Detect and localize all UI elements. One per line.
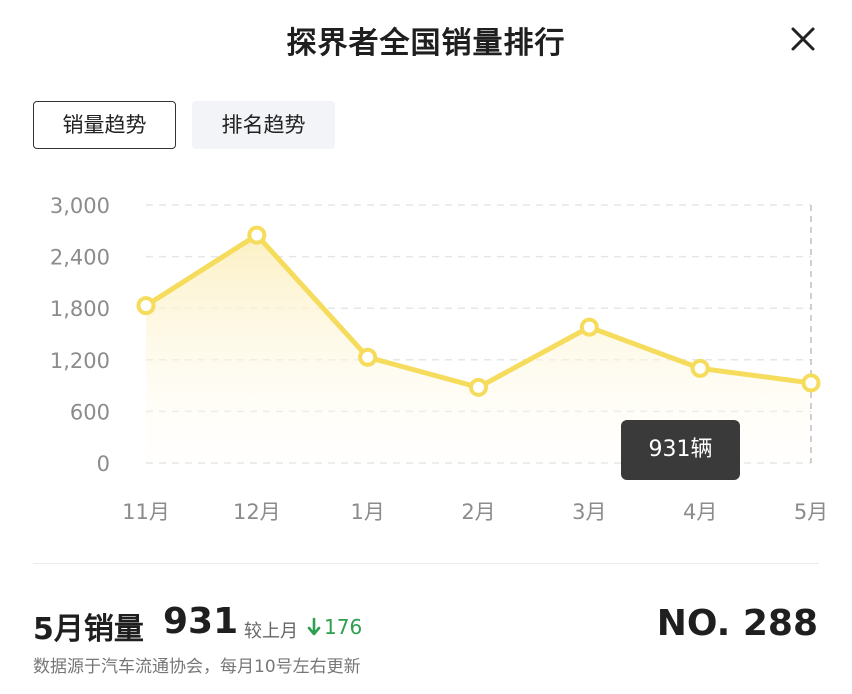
tab-rank-trend[interactable]: 排名趋势 xyxy=(192,101,335,149)
month-sales-value: 931 xyxy=(163,601,239,642)
x-tick-label: 2月 xyxy=(461,500,495,524)
x-tick-label: 1月 xyxy=(350,500,384,524)
page-title: 探界者全国销量排行 xyxy=(286,26,566,61)
compare-value: 176 xyxy=(324,615,363,639)
data-source-note: 数据源于汽车流通协会，每月10号左右更新 xyxy=(33,657,361,677)
arrow-down-icon xyxy=(307,617,321,636)
y-tick-label: 3,000 xyxy=(50,194,110,218)
data-point[interactable] xyxy=(136,296,156,316)
chart-tooltip: 931辆 xyxy=(621,420,740,480)
data-point[interactable] xyxy=(801,373,821,393)
rank-value: NO. 288 xyxy=(656,603,818,644)
sales-trend-chart: 3,000 2,400 1,800 1,200 600 0 11月 12月 1月 2月 3月 4月 5… xyxy=(50,194,828,524)
sales-area xyxy=(146,235,811,463)
close-icon[interactable] xyxy=(786,22,820,56)
x-tick-label: 4月 xyxy=(683,500,717,524)
tab-sales-trend[interactable]: 销量趋势 xyxy=(33,101,176,149)
y-tick-label: 1,800 xyxy=(50,297,110,321)
y-tick-label: 0 xyxy=(97,452,110,476)
divider xyxy=(33,563,819,564)
y-tick-label: 600 xyxy=(70,400,110,424)
y-tick-label: 1,200 xyxy=(50,349,110,373)
x-tick-label: 11月 xyxy=(122,500,170,524)
data-point[interactable] xyxy=(690,358,710,378)
month-sales-label: 5月销量 xyxy=(33,612,144,647)
data-point[interactable] xyxy=(358,347,378,367)
data-point[interactable] xyxy=(579,317,599,337)
data-point[interactable] xyxy=(469,377,488,397)
compare-label: 较上月 xyxy=(244,621,298,642)
y-tick-label: 2,400 xyxy=(50,246,110,270)
x-tick-label: 3月 xyxy=(572,500,606,524)
x-tick-label: 12月 xyxy=(233,500,281,524)
x-tick-label: 5月 xyxy=(794,500,828,524)
data-point[interactable] xyxy=(247,225,267,245)
